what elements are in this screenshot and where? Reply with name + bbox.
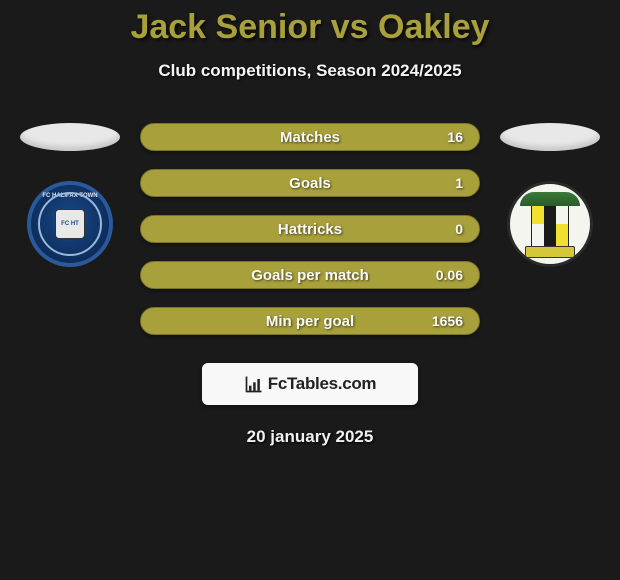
badge-left-initials: FC HT bbox=[61, 221, 79, 227]
brand-text: FcTables.com bbox=[268, 374, 377, 394]
stat-label: Goals bbox=[289, 175, 331, 192]
stat-pill: Goals per match 0.06 bbox=[140, 261, 480, 289]
stat-label: Min per goal bbox=[266, 313, 354, 330]
player-silhouette-left bbox=[20, 123, 120, 151]
stat-value: 0.06 bbox=[436, 267, 463, 283]
brand-box[interactable]: FcTables.com bbox=[202, 363, 418, 405]
main-row: FC HALIFAX TOWN FC HT Matches 16 Goals 1 Hat… bbox=[0, 123, 620, 335]
badge-left-ring-text: FC HALIFAX TOWN bbox=[31, 193, 109, 199]
badge-right-crest-top bbox=[520, 192, 580, 206]
stat-pill: Hattricks 0 bbox=[140, 215, 480, 243]
stat-value: 16 bbox=[447, 129, 463, 145]
stat-pill: Matches 16 bbox=[140, 123, 480, 151]
club-badge-right bbox=[507, 181, 593, 267]
stats-column: Matches 16 Goals 1 Hattricks 0 Goals per match… bbox=[140, 123, 480, 335]
badge-right-shield bbox=[531, 200, 569, 248]
subtitle: Club competitions, Season 2024/2025 bbox=[0, 61, 620, 81]
stat-label: Goals per match bbox=[251, 267, 369, 284]
stat-value: 0 bbox=[455, 221, 463, 237]
stripe bbox=[556, 224, 568, 247]
date-text: 20 january 2025 bbox=[0, 427, 620, 447]
stat-value: 1 bbox=[455, 175, 463, 191]
badge-left-shield: FC HT bbox=[55, 209, 85, 239]
left-column: FC HALIFAX TOWN FC HT bbox=[20, 123, 120, 267]
page-title: Jack Senior vs Oakley bbox=[0, 8, 620, 47]
comparison-card: Jack Senior vs Oakley Club competitions,… bbox=[0, 0, 620, 447]
stat-label: Hattricks bbox=[278, 221, 342, 238]
club-badge-left: FC HALIFAX TOWN FC HT bbox=[27, 181, 113, 267]
chart-icon bbox=[244, 374, 264, 394]
player-silhouette-right bbox=[500, 123, 600, 151]
stat-value: 1656 bbox=[432, 313, 463, 329]
badge-right-banner bbox=[525, 246, 575, 258]
stat-pill: Min per goal 1656 bbox=[140, 307, 480, 335]
stripe bbox=[532, 224, 544, 247]
right-column bbox=[500, 123, 600, 267]
stripe bbox=[544, 224, 556, 247]
stat-pill: Goals 1 bbox=[140, 169, 480, 197]
stat-label: Matches bbox=[280, 129, 340, 146]
